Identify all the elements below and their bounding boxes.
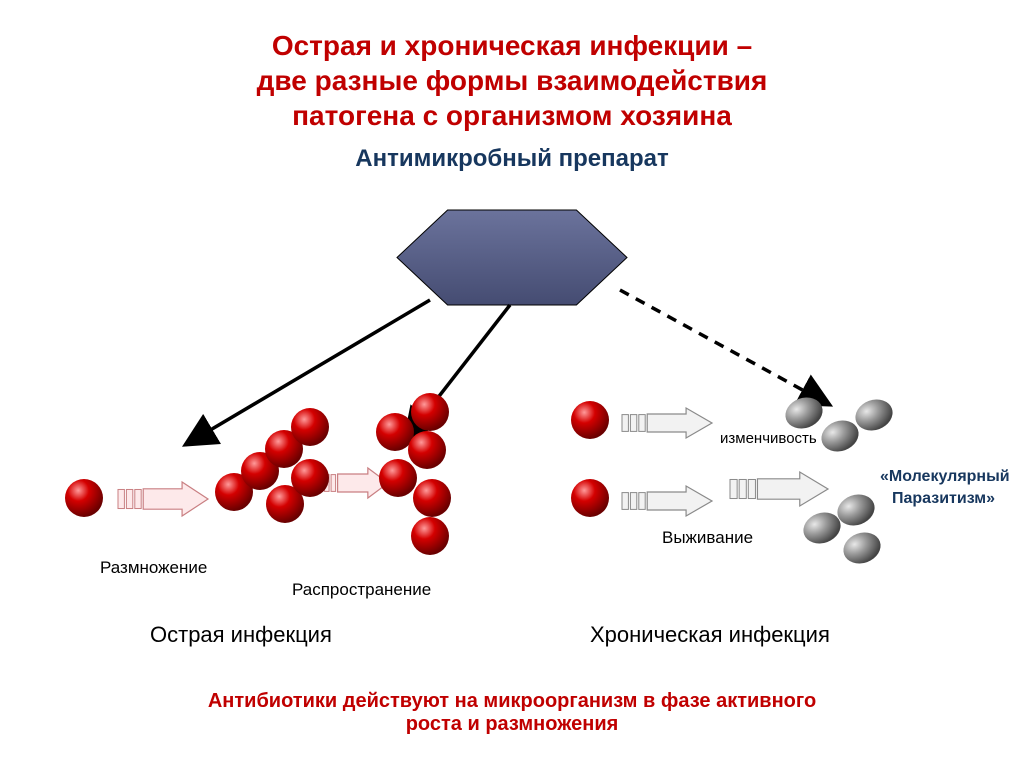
label-survival: Выживание [662, 528, 753, 548]
section-chronic: Хроническая инфекция [590, 622, 830, 648]
title-line2: две разные формы взаимодействия [0, 63, 1024, 98]
bottom-note: Антибиотики действуют на микроорганизм в… [0, 690, 1024, 736]
label-variability: изменчивость [720, 430, 817, 447]
red-cells-group [65, 393, 609, 555]
title-line3: патогена с организмом хозяина [0, 98, 1024, 133]
label-reproduction: Размножение [100, 558, 207, 578]
hexagon-drug [397, 210, 627, 305]
slide-title: Острая и хроническая инфекции – две разн… [0, 0, 1024, 133]
bottom-note-line1: Антибиотики действуют на микроорганизм в… [0, 690, 1024, 713]
section-acute: Острая инфекция [150, 622, 332, 648]
bottom-note-line2: роста и размножения [0, 713, 1024, 736]
subtitle: Антимикробный препарат [0, 145, 1024, 173]
block-arrows [118, 408, 828, 516]
label-molecular-1: «Молекулярный [880, 468, 1010, 486]
title-line1: Острая и хроническая инфекции – [0, 28, 1024, 63]
label-molecular-2: Паразитизм» [892, 490, 995, 508]
label-spreading: Распространение [292, 580, 431, 600]
arrows-from-hexagon [185, 290, 830, 445]
